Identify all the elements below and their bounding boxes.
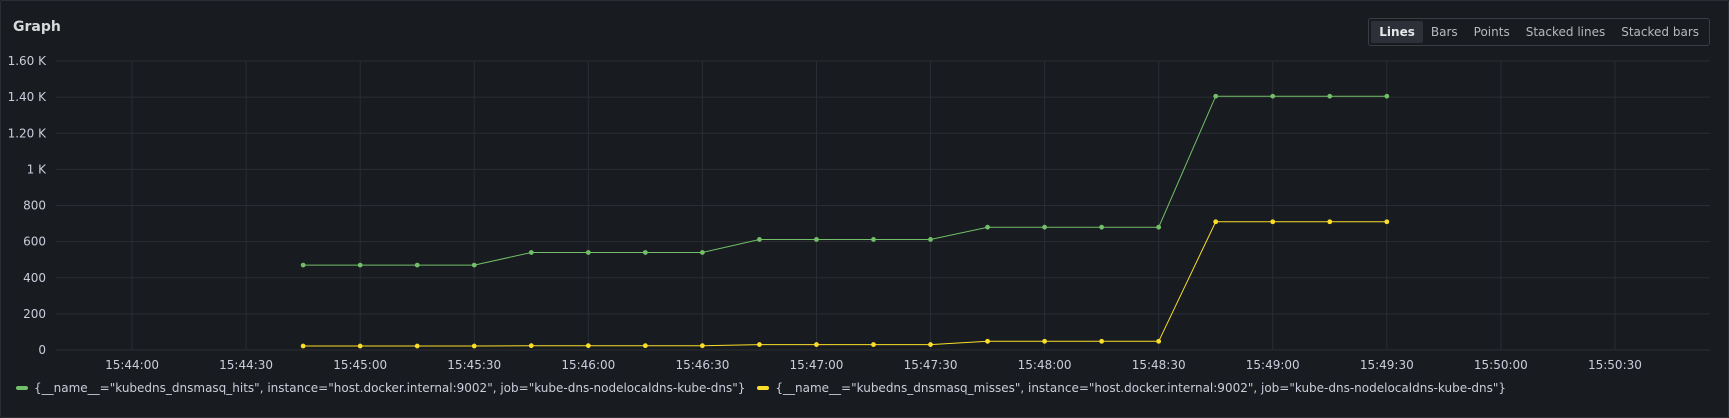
data-point[interactable]	[1042, 224, 1047, 230]
x-tick-label: 15:48:00	[1018, 358, 1072, 372]
series-1	[300, 219, 1390, 349]
data-point[interactable]	[814, 237, 819, 242]
x-tick-label: 15:45:00	[333, 358, 387, 372]
legend-label-misses: {__name__="kubedns_dnsmasq_misses", inst…	[775, 381, 1507, 395]
x-tick-label: 15:48:30	[1132, 358, 1186, 372]
data-point[interactable]	[585, 250, 591, 255]
data-point[interactable]	[1327, 219, 1333, 225]
legend: {__name__="kubedns_dnsmasq_hits", instan…	[16, 381, 1506, 395]
visualization-mode-toggle: Lines Bars Points Stacked lines Stacked …	[1368, 18, 1710, 46]
x-tick-label: 15:47:30	[904, 358, 958, 372]
data-point[interactable]	[414, 262, 420, 268]
mode-bars-button[interactable]: Bars	[1430, 25, 1458, 39]
data-point[interactable]	[757, 237, 762, 242]
y-tick-label: 200	[23, 307, 46, 321]
data-point[interactable]	[471, 262, 477, 268]
data-point[interactable]	[528, 250, 534, 255]
data-point[interactable]	[1213, 93, 1219, 99]
data-point[interactable]	[642, 250, 648, 255]
data-point[interactable]	[871, 342, 876, 347]
data-point[interactable]	[1099, 338, 1105, 344]
mode-points-button[interactable]: Points	[1473, 25, 1510, 39]
y-tick-label: 1.20 K	[8, 126, 48, 140]
data-point[interactable]	[1327, 93, 1333, 99]
legend-label-hits: {__name__="kubedns_dnsmasq_hits", instan…	[34, 381, 746, 395]
data-point[interactable]	[642, 343, 648, 349]
data-point[interactable]	[814, 342, 819, 347]
x-tick-label: 15:46:30	[675, 358, 729, 372]
x-tick-label: 15:44:30	[219, 358, 273, 372]
legend-item-misses[interactable]: {__name__="kubedns_dnsmasq_misses", inst…	[757, 381, 1506, 395]
y-tick-label: 0	[38, 343, 46, 357]
mode-stacked-bars-button[interactable]: Stacked bars	[1621, 25, 1699, 39]
grid-lines	[56, 60, 1710, 351]
series-line	[303, 221, 1387, 347]
x-tick-label: 15:50:30	[1588, 358, 1642, 372]
data-point[interactable]	[985, 338, 990, 344]
data-point[interactable]	[1384, 93, 1390, 99]
series-0	[300, 93, 1390, 268]
y-tick-label: 1.40 K	[8, 90, 48, 104]
data-point[interactable]	[300, 262, 306, 268]
y-tick-label: 600	[23, 235, 46, 249]
y-tick-label: 1 K	[27, 162, 47, 176]
series-line	[303, 95, 1387, 266]
data-point[interactable]	[1099, 224, 1105, 230]
legend-swatch-hits	[16, 386, 28, 390]
mode-lines-button[interactable]: Lines	[1371, 21, 1423, 43]
data-point[interactable]	[699, 343, 705, 349]
data-point[interactable]	[300, 343, 306, 349]
data-point[interactable]	[699, 250, 705, 255]
data-point[interactable]	[1270, 219, 1276, 225]
data-point[interactable]	[1156, 224, 1162, 230]
data-point[interactable]	[471, 343, 477, 349]
panel-title: Graph	[13, 19, 61, 35]
data-point[interactable]	[528, 343, 534, 349]
data-point[interactable]	[1213, 219, 1219, 225]
data-point[interactable]	[928, 342, 933, 347]
data-point[interactable]	[1270, 93, 1276, 99]
data-point[interactable]	[871, 237, 876, 242]
x-tick-label: 15:44:00	[105, 358, 159, 372]
x-tick-label: 15:50:00	[1474, 358, 1528, 372]
legend-swatch-misses	[757, 386, 770, 390]
data-point[interactable]	[928, 237, 933, 242]
data-point[interactable]	[757, 342, 762, 347]
x-tick-label: 15:47:00	[790, 358, 844, 372]
x-tick-label: 15:49:30	[1360, 358, 1414, 372]
data-point[interactable]	[357, 262, 363, 268]
mode-stacked-lines-button[interactable]: Stacked lines	[1525, 25, 1606, 39]
data-point[interactable]	[414, 343, 420, 349]
x-axis: 15:44:00 15:44:30 15:45:00 15:45:30 15:46:00…	[105, 358, 1642, 372]
y-axis: 0 200 400 600 800 1 K 1.20 K 1.40 K 1.60 K	[8, 54, 48, 357]
x-tick-label: 15:49:00	[1246, 358, 1300, 372]
x-tick-label: 15:45:30	[447, 358, 501, 372]
data-point[interactable]	[1384, 219, 1390, 225]
data-point[interactable]	[985, 224, 990, 230]
x-tick-label: 15:46:00	[561, 358, 615, 372]
data-point[interactable]	[1042, 338, 1047, 344]
data-point[interactable]	[585, 343, 591, 349]
y-tick-label: 800	[23, 199, 46, 213]
y-tick-label: 1.60 K	[8, 54, 48, 68]
y-tick-label: 400	[23, 271, 46, 285]
data-point[interactable]	[357, 343, 363, 349]
legend-item-hits[interactable]: {__name__="kubedns_dnsmasq_hits", instan…	[16, 381, 745, 395]
data-point[interactable]	[1156, 338, 1162, 344]
